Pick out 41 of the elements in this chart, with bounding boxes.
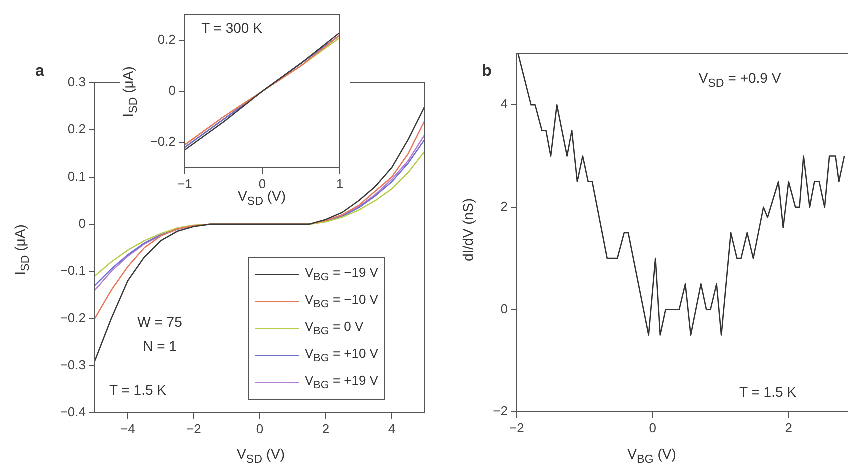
annotation: T = 1.5 K (110, 382, 166, 398)
y-tick-label: 0.2 (158, 32, 176, 48)
y-tick-label: 2 (500, 199, 508, 214)
x-tick-label: −2 (186, 421, 202, 436)
y-tick-label: 0.3 (68, 74, 86, 90)
text: b (482, 63, 492, 81)
x-axis-title: V$_{SD}$ (V) (238, 188, 286, 208)
y-tick-label: −2 (493, 404, 508, 419)
y-tick-label: −0.1 (60, 263, 86, 278)
y-tick-label: 0.1 (68, 168, 86, 184)
legend-label: V$_{BG}$ = 0 V (305, 319, 364, 338)
x-tick-label: 1 (336, 176, 344, 192)
annotation: N = 1 (143, 338, 177, 354)
y-tick-label: −0.2 (60, 310, 86, 326)
y-tick-label: −0.3 (60, 357, 86, 372)
y-tick-label: 0 (500, 301, 508, 316)
annotation: V$_{SD}$ = +0.9 V (698, 70, 782, 90)
y-tick-label: −0.4 (60, 404, 86, 420)
x-tick-label: −4 (120, 421, 136, 436)
y-tick-label: 4 (500, 96, 508, 112)
text: a (36, 63, 44, 81)
x-tick-label: 0 (256, 421, 264, 436)
x-axis-title: V$_{SD}$ (V) (236, 446, 286, 466)
y-tick-label: −0.2 (150, 134, 176, 150)
x-tick-label: −1 (178, 176, 192, 192)
y-axis-title: dI/dV (nS) (460, 198, 476, 262)
y-tick-label: 0 (78, 216, 86, 232)
y-tick-label: 0.2 (68, 122, 86, 137)
annotation: T = 300 K (202, 20, 262, 36)
x-tick-label: 2 (785, 420, 792, 436)
legend-label: V$_{BG}$ = −10 V (305, 292, 378, 311)
x-axis-title: V$_{BG}$ (V) (628, 446, 676, 466)
annotation: T = 1.5 K (740, 384, 796, 400)
x-tick-label: 0 (649, 420, 657, 436)
x-tick-label: 4 (388, 421, 396, 436)
legend-label: V$_{BG}$ = +19 V (305, 373, 378, 392)
y-tick-label: 0 (168, 83, 176, 98)
legend-label: V$_{BG}$ = +10 V (305, 346, 378, 365)
annotation: W = 75 (138, 314, 182, 330)
x-tick-label: 2 (322, 421, 330, 436)
legend-label: V$_{BG}$ = −19 V (305, 265, 378, 284)
